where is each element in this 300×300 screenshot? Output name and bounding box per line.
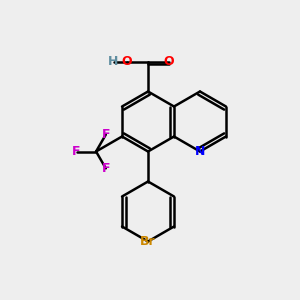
Text: O: O xyxy=(164,55,174,68)
Text: F: F xyxy=(102,162,110,175)
Text: O: O xyxy=(122,55,132,68)
Text: F: F xyxy=(72,145,81,158)
Text: N: N xyxy=(195,145,205,158)
Text: Br: Br xyxy=(140,235,156,248)
Text: H: H xyxy=(108,55,119,68)
Text: F: F xyxy=(102,128,110,141)
